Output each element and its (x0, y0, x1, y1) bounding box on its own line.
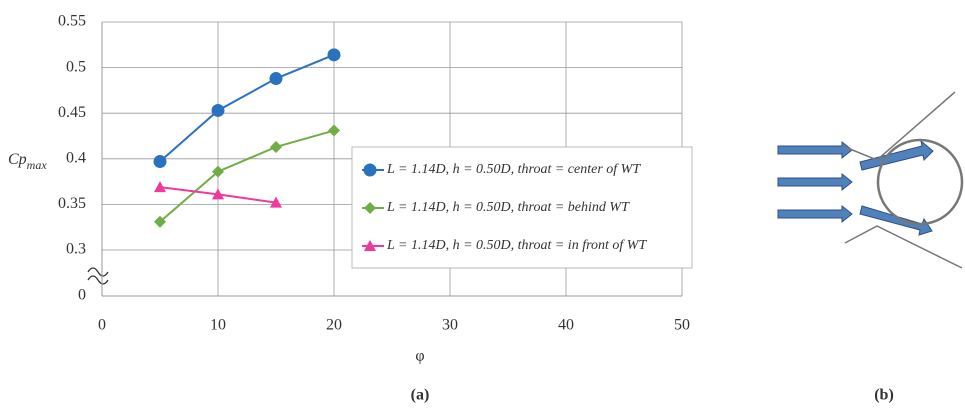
y-tick-label: 0.4 (66, 149, 86, 166)
caption: (b) (874, 387, 894, 404)
x-tick-label: 30 (442, 317, 458, 334)
turbine (876, 138, 964, 226)
marker (327, 48, 341, 62)
y-tick-label: 0.5 (66, 58, 86, 75)
x-axis-label: φ (415, 348, 424, 365)
marker (364, 202, 376, 214)
legend-label: L = 1.14D, h = 0.50D, throat = in front … (386, 238, 647, 253)
diagram (777, 91, 964, 269)
arrow (859, 205, 933, 236)
marker (270, 196, 282, 208)
caption: (a) (411, 387, 430, 404)
marker (212, 165, 224, 178)
y-tick-label: 0 (78, 287, 86, 304)
arrow (777, 172, 853, 192)
legend: L = 1.14D, h = 0.50D, throat = center of… (351, 146, 693, 269)
marker (269, 72, 283, 86)
x-tick-label: 50 (674, 317, 690, 334)
arrow (777, 140, 853, 160)
x-tick-label: 10 (210, 317, 226, 334)
legend-label: L = 1.14D, h = 0.50D, throat = center of… (386, 162, 641, 177)
wall (844, 225, 963, 269)
y-tick-label: 0.55 (58, 13, 86, 30)
marker (154, 181, 166, 193)
wall (844, 91, 956, 161)
y-label-main: Cp (8, 151, 27, 168)
y-tick-label: 0.35 (58, 195, 86, 212)
marker (363, 163, 377, 177)
marker (211, 103, 225, 117)
legend-box (351, 146, 693, 269)
series-line (159, 53, 335, 163)
marker (270, 140, 282, 153)
y-tick-label: 0.45 (58, 104, 86, 121)
marker (153, 155, 167, 169)
series-line (159, 129, 335, 223)
marker (154, 215, 166, 228)
arrow (777, 204, 853, 224)
y-axis-label: Cpmax (8, 151, 47, 172)
marker (364, 240, 376, 251)
y-tick-label: 0.3 (66, 241, 86, 258)
marker (212, 188, 224, 200)
legend-label: L = 1.14D, h = 0.50D, throat = behind WT (386, 200, 630, 215)
x-tick-label: 40 (558, 317, 574, 334)
arrow (859, 139, 934, 171)
x-tick-label: 20 (326, 317, 342, 334)
axis-break (87, 267, 109, 285)
y-label-sub: max (27, 158, 48, 172)
x-tick-label: 0 (98, 317, 106, 334)
marker (328, 124, 340, 137)
